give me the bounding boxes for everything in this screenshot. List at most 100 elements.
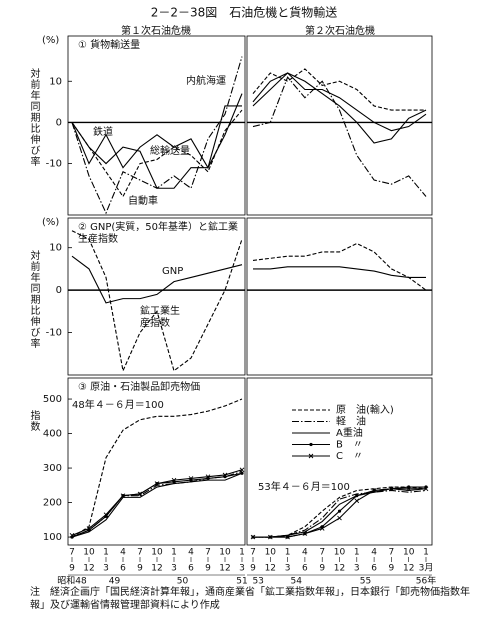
x-tick-label: 10 <box>151 548 163 558</box>
year-label: 49 <box>109 577 121 587</box>
x-tick-label: 1 <box>423 548 429 558</box>
series-line <box>71 470 243 538</box>
x-tick-label: 7 <box>389 548 395 558</box>
series-line <box>252 72 427 144</box>
series-marker <box>103 512 109 517</box>
y-tick-label: 0 <box>56 117 62 128</box>
series-marker <box>154 481 160 486</box>
panel-frame <box>246 217 433 376</box>
y-tick-label: 200 <box>43 498 62 509</box>
panel-title: ② GNP(実質，50年基準）と鉱工業生産指数 <box>78 222 239 245</box>
series-line <box>252 242 427 291</box>
legend-label: A重油 <box>336 426 363 439</box>
series-marker <box>371 488 377 493</box>
year-label: 昭和48 <box>57 576 87 587</box>
base-label: 48年４－６月＝100 <box>72 398 164 411</box>
panel-frame <box>246 377 433 546</box>
x-tick-label: 6 <box>371 564 377 574</box>
series-line <box>253 486 427 538</box>
x-tick-label: 3 <box>239 564 245 574</box>
series-marker <box>69 533 75 538</box>
x-tick-label: 1 <box>103 548 109 558</box>
note: 注 経済企画庁「国民経済計算年報」，通商産業省「鉱工業指数年報」，日本銀行「卸売… <box>30 587 470 611</box>
panel-title: ① 貨物輸送量 <box>78 40 141 51</box>
x-tick-label: 9 <box>205 564 211 574</box>
panel-frame <box>246 35 433 216</box>
legend-label: C 〃 <box>336 451 363 462</box>
year-label: 56年 <box>416 575 436 587</box>
x-tick-label: 4 <box>371 548 377 558</box>
series-marker <box>337 509 342 513</box>
y-tick-label: 10 <box>49 243 62 254</box>
x-tick-label: 7 <box>205 548 211 558</box>
x-tick-label: 10 <box>334 548 346 558</box>
series-marker <box>355 494 359 498</box>
legend-marker <box>308 453 314 459</box>
x-tick-label: 9 <box>137 564 143 574</box>
y-tick-label: 100 <box>43 532 62 543</box>
legend-label: B 〃 <box>336 440 363 451</box>
x-tick-label: 6 <box>188 564 194 574</box>
x-tick-label: 6 <box>120 564 126 574</box>
series-line <box>71 472 243 538</box>
legend-label: 軽 油 <box>336 415 366 428</box>
series-marker <box>222 472 228 478</box>
series-line <box>252 72 427 132</box>
x-tick-label: 1 <box>354 548 360 558</box>
series-marker <box>188 476 194 481</box>
x-tick-label: 12 <box>265 564 276 574</box>
x-tick-label: 10 <box>403 548 415 558</box>
y-tick-label: 500 <box>43 394 62 405</box>
series-label: GNP <box>162 266 184 277</box>
x-tick-label: 10 <box>219 548 231 558</box>
panel-frame <box>67 377 246 546</box>
x-tick-label: 12 <box>334 564 345 574</box>
x-tick-label: 1 <box>171 548 177 558</box>
series-marker <box>240 471 244 475</box>
x-tick-label: 4 <box>302 548 308 558</box>
x-tick-label: 10 <box>83 548 95 558</box>
x-tick-label: 12 <box>403 564 414 574</box>
x-tick-label: 3 <box>171 564 177 574</box>
x-tick-label: 7 <box>69 548 75 558</box>
y-axis-label: 対前年同期比伸び率 <box>28 249 40 349</box>
y-unit: (%) <box>42 217 59 228</box>
legend-label: 原 油(輸入) <box>336 403 394 416</box>
year-label: 53 <box>252 577 263 587</box>
series-label: 総輸送量 <box>150 146 190 157</box>
x-tick-label: 12 <box>83 564 94 574</box>
series-marker <box>171 477 177 483</box>
x-tick-label: 9 <box>389 564 395 574</box>
x-tick-label: 3月 <box>419 563 434 574</box>
x-tick-label: 9 <box>69 564 75 574</box>
series-label: 鉄道 <box>93 127 113 138</box>
y-axis-label: 対前年同期比伸び率 <box>28 67 40 167</box>
x-tick-label: 4 <box>120 548 126 558</box>
year-label: 54 <box>291 577 303 587</box>
series-line <box>253 488 426 538</box>
series-marker <box>406 486 412 492</box>
series-marker <box>120 493 126 498</box>
x-tick-label: 1 <box>285 548 291 558</box>
series-label: 自動車 <box>128 196 158 207</box>
y-tick-label: 300 <box>43 463 62 474</box>
series-line <box>252 68 426 111</box>
panel-frame <box>67 35 246 216</box>
x-tick-label: 10 <box>265 548 277 558</box>
series-marker <box>423 486 429 492</box>
series-line <box>71 255 243 304</box>
panel-title: ③ 原油・石油製品卸売物価 <box>78 382 201 393</box>
series-marker <box>239 467 245 473</box>
series-line <box>71 230 243 373</box>
series-marker <box>389 486 394 492</box>
year-label: 50 <box>177 577 189 587</box>
x-tick-label: 12 <box>151 564 162 574</box>
x-tick-label: 12 <box>219 564 230 574</box>
y-tick-label: 400 <box>43 429 62 440</box>
y-unit: (%) <box>42 35 59 46</box>
x-tick-label: 9 <box>250 564 256 574</box>
y-tick-label: 0 <box>56 285 62 296</box>
base-label: 53年４－６月＝100 <box>258 480 350 493</box>
